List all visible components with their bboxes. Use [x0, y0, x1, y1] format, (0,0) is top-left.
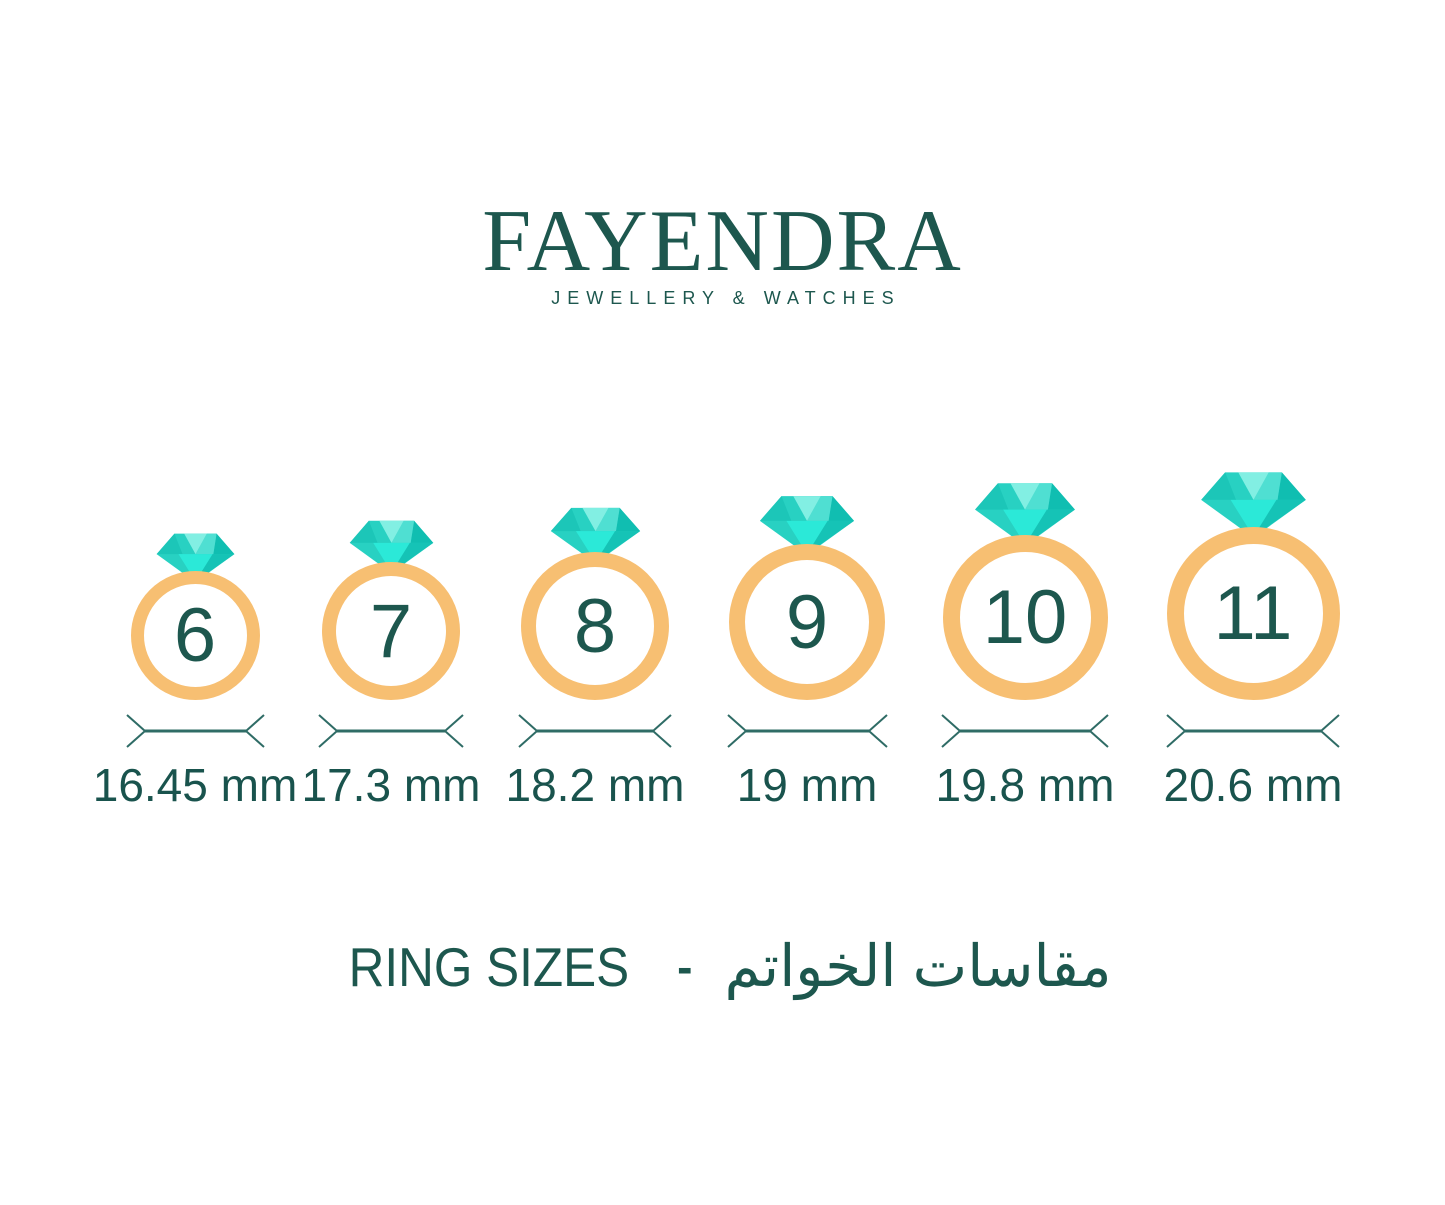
diameter-dimension-line — [518, 714, 672, 748]
diamond-icon — [1200, 472, 1306, 538]
diamond-icon — [156, 533, 234, 583]
chart-title-separator: - — [677, 940, 693, 993]
ring-band — [130, 571, 260, 700]
diameter-label: 20.6 mm — [1163, 759, 1343, 811]
ring-size-number: 6 — [173, 593, 217, 678]
ring-band — [322, 562, 460, 700]
ring-band — [1166, 527, 1340, 700]
diameter-label: 19 mm — [736, 759, 878, 811]
brand-tagline: JEWELLERY & WATCHES — [551, 288, 901, 308]
diameter-dimension-line — [941, 714, 1109, 748]
brand-name: FAYENDRA — [482, 193, 963, 290]
diamond-icon — [550, 507, 640, 564]
chart-title-ar: مقاسات الخواتم — [724, 934, 1112, 999]
ring-size-number: 10 — [982, 575, 1068, 660]
ring-size-number: 9 — [785, 579, 829, 665]
chart-title: RING SIZES - مقاسات الخواتم — [0, 932, 1445, 1002]
diameter-dimension-line — [1166, 714, 1340, 748]
diameter-dimension-line — [318, 714, 464, 748]
diameter-label: 17.3 mm — [301, 759, 481, 811]
diameter-label: 16.45 mm — [92, 759, 298, 811]
diamond-icon — [975, 483, 1075, 546]
ring-size-number: 7 — [369, 588, 413, 674]
diameter-label: 19.8 mm — [935, 759, 1115, 811]
chart-title-en: RING SIZES — [348, 935, 630, 998]
diameter-dimension-line — [726, 714, 888, 748]
diamond-icon — [349, 520, 433, 574]
diameter-dimension-line — [125, 714, 265, 748]
diameter-label: 18.2 mm — [505, 759, 685, 811]
ring-size-number: 11 — [1213, 571, 1293, 656]
ring-band — [729, 544, 885, 700]
ring-band — [521, 552, 669, 700]
ring-band — [942, 535, 1108, 700]
ring-size-number: 8 — [573, 583, 617, 669]
diamond-icon — [759, 496, 855, 555]
